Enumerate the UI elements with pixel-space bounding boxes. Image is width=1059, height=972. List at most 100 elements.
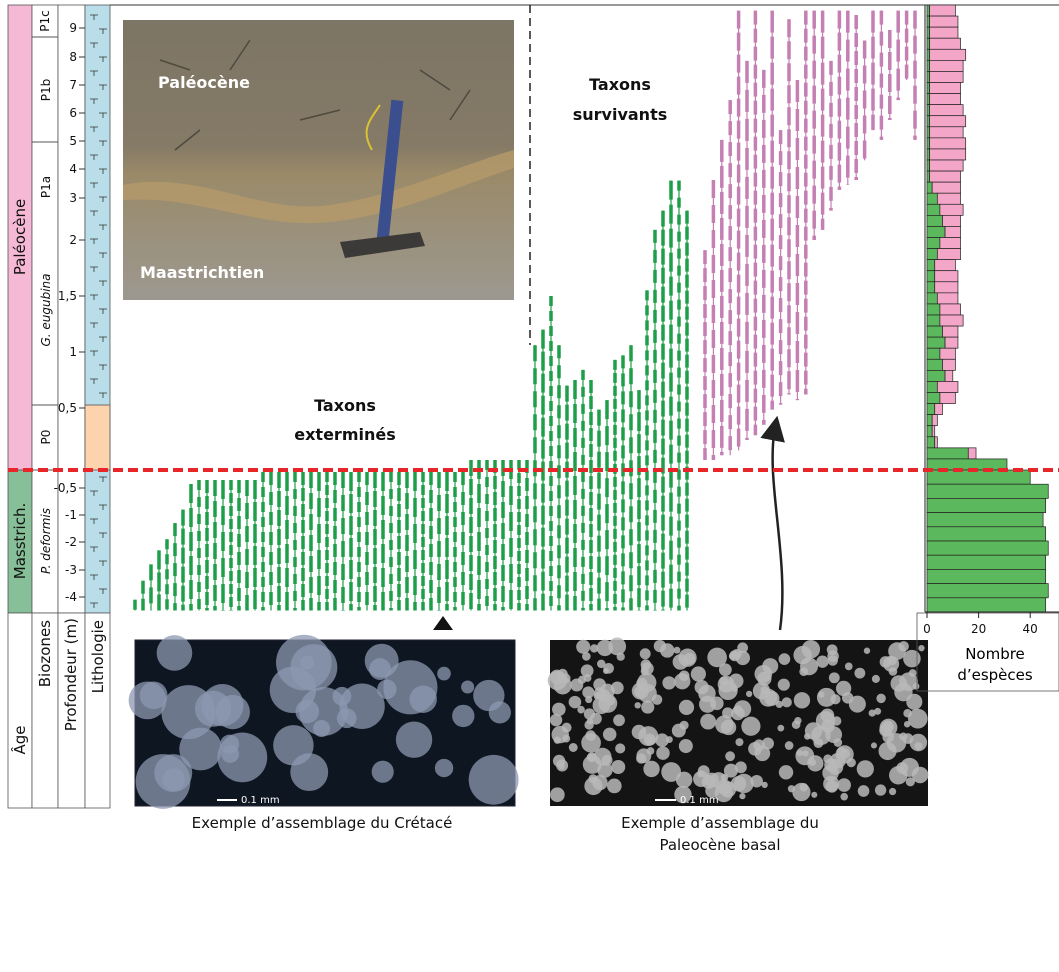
bar [935, 437, 938, 448]
bar [930, 105, 964, 116]
bar [930, 49, 966, 60]
foram [550, 787, 565, 802]
foram [584, 708, 595, 719]
bar [927, 404, 935, 415]
bar [945, 370, 953, 381]
bar [945, 226, 960, 237]
foram [795, 746, 814, 765]
foram [918, 645, 924, 651]
foram [750, 775, 763, 788]
foram [157, 635, 193, 671]
bar [930, 160, 964, 171]
y-tick-label: 7 [69, 78, 77, 92]
foram [903, 650, 921, 668]
bar [930, 38, 961, 49]
foram [569, 743, 578, 752]
biozone-label: G. eugubina [39, 273, 53, 346]
foram [469, 755, 519, 805]
foram [590, 644, 598, 652]
foram [396, 721, 432, 757]
bar [940, 304, 961, 315]
foram [636, 678, 647, 689]
foram [641, 662, 654, 675]
foram [816, 711, 835, 730]
foram [615, 743, 625, 753]
bar [930, 83, 961, 94]
foram [830, 694, 840, 704]
caption: Exemple d’assemblage du Crétacé [192, 814, 453, 832]
bar [927, 16, 930, 27]
bar [932, 426, 935, 437]
foram [734, 774, 754, 794]
bar [930, 149, 966, 160]
foram [552, 726, 569, 743]
foram [700, 714, 716, 730]
foram [782, 697, 792, 707]
foram [778, 679, 790, 691]
bar [927, 105, 930, 116]
bar [930, 27, 958, 38]
bar [927, 470, 1030, 484]
x-tick-label: 20 [971, 622, 986, 636]
bar [927, 337, 945, 348]
foram [830, 753, 846, 769]
foram [217, 732, 267, 782]
caption: Exemple d’assemblage du [621, 814, 819, 832]
bar [927, 437, 935, 448]
foram [699, 696, 716, 713]
bar [942, 326, 957, 337]
bar [930, 116, 966, 127]
foram [811, 792, 817, 798]
bar [940, 348, 955, 359]
foram [779, 765, 793, 779]
foram [640, 648, 651, 659]
y-tick-label: 2 [69, 233, 77, 247]
bar [935, 271, 958, 282]
caption: Paleocène basal [659, 836, 780, 854]
figure: Paléocène Masstrich. P1c P1b P1a G. eugu… [0, 0, 1059, 968]
foram [647, 747, 655, 755]
bar [942, 359, 955, 370]
foram [804, 733, 811, 740]
bar [927, 238, 940, 249]
bar [927, 260, 935, 271]
foram [558, 763, 564, 769]
foram [874, 708, 881, 715]
bar [927, 116, 930, 127]
foram [719, 663, 732, 676]
bar [927, 38, 930, 49]
foram [872, 675, 880, 683]
y-tick-label: 1,5 [58, 289, 77, 303]
arrow [773, 428, 783, 630]
foram [179, 728, 222, 771]
foram [583, 755, 602, 774]
foram [889, 788, 896, 795]
foram [849, 696, 866, 713]
bar [930, 94, 961, 105]
bar [927, 555, 1046, 569]
bar [935, 404, 943, 415]
bar [930, 71, 964, 82]
foram [662, 676, 675, 689]
foram [875, 784, 886, 795]
bar [927, 71, 930, 82]
biozone-label: P1b [39, 79, 53, 102]
bar [927, 513, 1043, 527]
group-label: Taxons [589, 75, 651, 94]
scale-label: 0.1 mm [241, 795, 280, 806]
y-tick-label: 0,5 [58, 401, 77, 415]
foram [906, 777, 915, 786]
scale-label: 0.1 mm [680, 795, 719, 806]
foram [725, 751, 735, 761]
foram [638, 726, 658, 746]
column-header: Âge [10, 725, 29, 754]
group-label: survivants [573, 105, 668, 124]
bar [935, 282, 958, 293]
foram [840, 793, 848, 801]
foram [201, 684, 243, 726]
y-tick-label: 3 [69, 191, 77, 205]
bar [927, 193, 937, 204]
bar [940, 315, 963, 326]
bar [937, 249, 960, 260]
foram [794, 692, 810, 708]
